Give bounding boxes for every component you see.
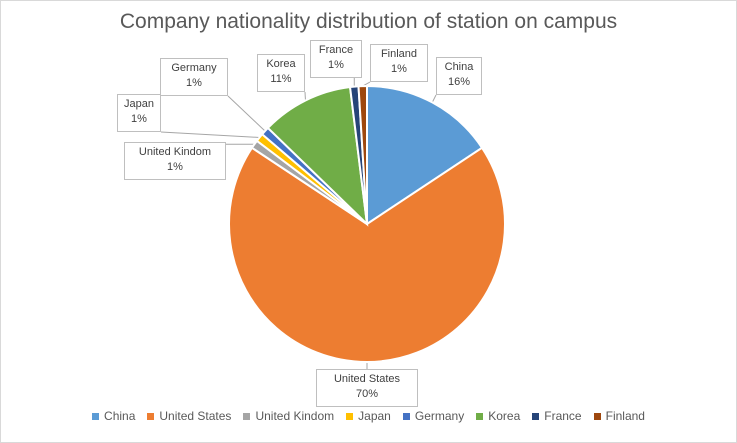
data-label-percent: 1%: [167, 161, 183, 173]
legend-label: France: [544, 409, 582, 423]
pie-slice-united-states: [228, 146, 506, 363]
data-label-united-states: United States 70%: [316, 369, 418, 407]
data-label-united-kindom: United Kindom 1%: [124, 142, 226, 180]
legend-item-united-kindom: United Kindom: [243, 409, 334, 423]
legend-swatch: [147, 412, 155, 420]
legend-label: Korea: [488, 409, 521, 423]
data-label-percent: 1%: [328, 59, 344, 71]
data-label-category: United Kindom: [138, 146, 212, 158]
legend-label: Germany: [414, 409, 465, 423]
data-label-japan: Japan 1%: [117, 94, 161, 132]
pie-slice-finland: [357, 84, 368, 225]
legend-item-united-states: United States: [147, 409, 231, 423]
data-label-percent: 1%: [131, 113, 147, 125]
legend-item-china: China: [92, 409, 135, 423]
data-label-category: Germany: [171, 62, 217, 74]
legend-label: Finland: [605, 409, 645, 423]
data-label-category: China: [444, 61, 474, 73]
legend-item-japan: Japan: [346, 409, 391, 423]
legend-swatch: [593, 412, 601, 420]
legend-item-finland: Finland: [593, 409, 645, 423]
data-label-category: Japan: [124, 98, 154, 110]
data-label-category: France: [318, 44, 354, 56]
data-label-china: China 16%: [436, 57, 482, 95]
legend-swatch: [532, 412, 540, 420]
pie-slice-korea: [266, 85, 369, 227]
leader-line-germany: [227, 95, 266, 132]
legend-swatch: [476, 412, 484, 420]
legend-label: United Kindom: [255, 409, 335, 423]
legend-label: United States: [159, 409, 232, 423]
chart-title: Company nationality distribution of stat…: [119, 10, 618, 33]
leader-line-china: [431, 94, 437, 103]
data-label-percent: 11%: [270, 73, 292, 85]
data-label-germany: Germany 1%: [160, 58, 228, 96]
legend-swatch: [402, 412, 410, 420]
data-label-korea: Korea 11%: [257, 54, 305, 92]
legend-swatch: [346, 412, 354, 420]
data-label-france: France 1%: [310, 40, 362, 78]
legend-item-korea: Korea: [476, 409, 520, 423]
legend-label: Japan: [358, 409, 391, 423]
data-label-finland: Finland 1%: [370, 44, 428, 82]
pie-slice-china: [366, 84, 484, 226]
data-label-category: United States: [333, 373, 401, 385]
leader-line-japan: [160, 131, 260, 138]
legend-swatch: [92, 412, 100, 420]
legend-item-germany: Germany: [402, 409, 465, 423]
data-label-percent: 16%: [447, 76, 471, 88]
legend-item-france: France: [532, 409, 582, 423]
data-label-category: Finland: [380, 48, 418, 60]
legend: China United States United Kindom Japan Germ…: [0, 409, 737, 423]
legend-label: China: [104, 409, 136, 423]
data-label-percent: 1%: [186, 77, 202, 89]
data-label-category: Korea: [266, 58, 296, 70]
data-label-percent: 1%: [391, 63, 407, 75]
legend-swatch: [243, 412, 251, 420]
data-label-percent: 70%: [355, 388, 379, 400]
